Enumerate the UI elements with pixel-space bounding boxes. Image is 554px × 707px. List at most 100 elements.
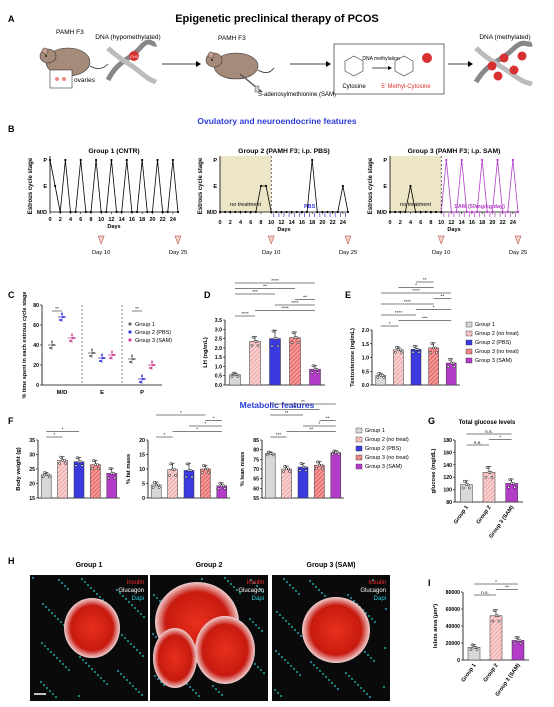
data-point: [508, 478, 512, 481]
cycle-point: [470, 210, 474, 214]
data-point: [51, 341, 53, 343]
dapi-nucleus: [134, 687, 138, 691]
dapi-nucleus: [324, 675, 328, 679]
data-point: [72, 337, 74, 339]
cycle-line: [49, 159, 179, 213]
day-tick-label: 10: [98, 217, 104, 223]
data-point: [310, 371, 314, 374]
data-point: [97, 467, 100, 470]
sample-day-label: Day 10: [92, 250, 110, 256]
data-point: [111, 351, 113, 353]
cycle-point: [239, 210, 242, 214]
cycle-point: [516, 210, 520, 214]
dapi-nucleus: [274, 649, 278, 653]
data-point: [270, 344, 274, 348]
data-point: [494, 614, 498, 618]
dapi-nucleus: [53, 614, 57, 618]
cycle-point: [264, 184, 268, 188]
dapi-nucleus: [292, 667, 296, 671]
data-point: [151, 486, 155, 489]
cycle-point: [450, 210, 453, 214]
data-point: [271, 453, 275, 457]
legend-swatch: [465, 321, 473, 328]
day-tick-label: 2: [59, 217, 62, 223]
significance-label: ****: [291, 300, 299, 306]
dapi-nucleus: [93, 670, 97, 674]
dapi-nucleus: [42, 683, 46, 687]
data-point: [316, 460, 319, 464]
significance-label: n.s.: [481, 591, 489, 596]
dapi-nucleus: [127, 600, 131, 604]
y-axis-label: Testosterone (ng/mL): [350, 328, 356, 387]
data-point: [497, 619, 501, 623]
legend-label: Group 2 (PBS): [365, 446, 401, 452]
data-point: [313, 367, 317, 371]
x-axis-label: Days: [277, 227, 290, 233]
dapi-nucleus: [252, 581, 256, 585]
data-point: [513, 485, 517, 489]
x-axis-label: Days: [447, 227, 460, 233]
image-title: Group 1: [76, 562, 103, 569]
cycle-point: [285, 210, 288, 214]
data-point: [376, 376, 380, 379]
significance-label: ****: [395, 310, 403, 316]
y-axis-label: % time spent in each estrous cycle stage: [22, 292, 28, 399]
legend-label: Group 3 (no treat): [365, 455, 409, 461]
dapi-nucleus: [275, 610, 279, 614]
dapi-nucleus: [96, 673, 100, 677]
data-point: [271, 329, 275, 333]
dapi-nucleus: [336, 687, 340, 691]
dapi-nucleus: [297, 592, 301, 596]
dapi-nucleus: [285, 580, 289, 584]
dapi-nucleus: [197, 694, 201, 698]
dapi-nucleus: [353, 680, 357, 684]
data-point: [71, 334, 73, 336]
data-point: [157, 486, 161, 489]
islet-insulin: [302, 597, 370, 663]
cycle-point: [460, 158, 463, 162]
category-label: M/D: [57, 390, 68, 396]
cycle-point: [295, 210, 298, 214]
data-point: [298, 469, 302, 472]
dapi-nucleus: [142, 615, 146, 619]
dapi-nucleus: [78, 655, 82, 659]
dapi-nucleus: [132, 645, 136, 649]
cycle-point: [218, 210, 222, 214]
day-tick-label: 22: [160, 217, 166, 223]
no-treatment-region: [390, 156, 442, 212]
y-axis-label: glucose (mg/dL): [431, 449, 437, 494]
bar: [57, 460, 68, 499]
ch3-mark: CH3: [130, 54, 139, 59]
data-point: [394, 350, 397, 354]
data-point: [231, 371, 235, 375]
dapi-nucleus: [98, 595, 102, 599]
dna-hypo-label: DNA (hypomethylated): [95, 34, 160, 41]
arrow-a2-head: [326, 61, 331, 67]
dapi-nucleus: [314, 585, 318, 589]
dapi-nucleus: [356, 683, 360, 687]
dapi-nucleus: [116, 669, 120, 673]
data-point: [91, 349, 93, 351]
dapi-nucleus: [158, 599, 162, 603]
stain-label-insulin: Insulin: [127, 580, 144, 586]
significance-label: ****: [281, 306, 289, 312]
data-point: [462, 479, 466, 483]
dapi-nucleus: [54, 695, 58, 699]
data-point: [299, 462, 303, 465]
dapi-nucleus: [123, 636, 127, 640]
cycle-point: [440, 210, 443, 214]
data-point: [452, 365, 456, 369]
no-treatment-label: no treatment: [230, 202, 261, 208]
cycle-point: [419, 210, 422, 214]
cycle-point: [74, 210, 77, 214]
day-tick-label: 10: [268, 220, 274, 226]
bar: [249, 341, 261, 386]
cycle-point: [100, 210, 103, 214]
data-point: [334, 451, 338, 454]
cycle-point: [229, 210, 232, 214]
dapi-nucleus: [155, 596, 159, 600]
significance-label: n.s.: [474, 441, 482, 446]
dapi-nucleus: [151, 632, 155, 636]
sample-day-label: Day 10: [432, 250, 450, 256]
